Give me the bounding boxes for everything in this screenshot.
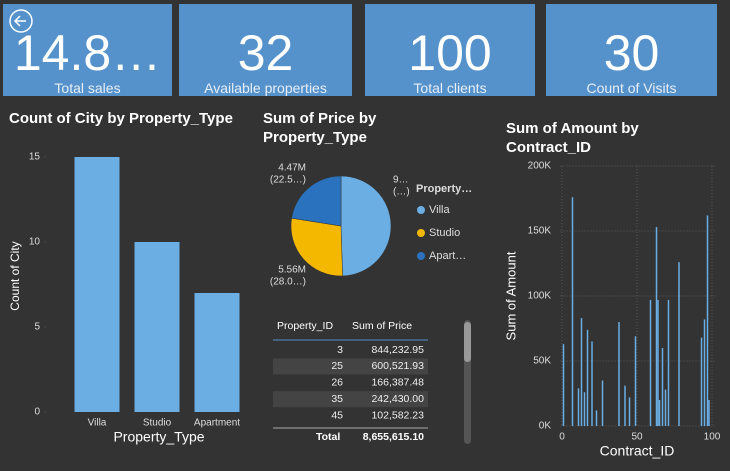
y-tick-label: 15 (29, 152, 41, 163)
legend-label: Villa (429, 204, 450, 216)
bar (634, 336, 637, 426)
x-tick-label: 100 (704, 432, 721, 443)
table-header: Sum of Price (352, 320, 412, 332)
bar (591, 341, 593, 426)
kpi-label: Total clients (413, 80, 487, 96)
table-cell: 25 (331, 360, 343, 372)
kpi-card: 32 Available properties (179, 4, 352, 96)
bar (577, 388, 580, 426)
table-header: Property_ID (277, 320, 333, 332)
back-arrow[interactable] (13, 15, 26, 27)
table-cell: 35 (331, 393, 343, 405)
kpi-label: Available properties (204, 80, 327, 96)
legend-label: Studio (429, 227, 460, 239)
table-cell: 242,430.00 (371, 393, 424, 405)
y-tick-label: 0K (539, 421, 552, 432)
y-tick-label: 5 (34, 322, 40, 333)
value-label: 4.47M (278, 163, 306, 174)
bar (628, 397, 631, 426)
kpi-label: Total sales (54, 80, 121, 96)
table-cell: 166,387.48 (371, 377, 424, 389)
table-cell: 102,582.23 (371, 409, 424, 421)
bar (678, 262, 680, 426)
bar (655, 227, 658, 426)
legend-label: Apart… (429, 250, 466, 262)
x-axis-label: Contract_ID (600, 443, 675, 459)
bar (657, 299, 659, 426)
y-tick-label: 10 (29, 237, 41, 248)
x-tick-label: 0 (559, 432, 565, 443)
percent-label: (…) (393, 187, 410, 198)
bar (580, 318, 583, 426)
y-axis-label: Sum of Amount (503, 251, 518, 340)
x-tick-label: 50 (631, 432, 643, 443)
bar (618, 322, 620, 426)
bar (649, 299, 652, 426)
y-tick-label: 200K (528, 161, 552, 172)
chart-title: Count of City by Property_Type (9, 110, 233, 127)
x-tick-label: Studio (143, 418, 172, 429)
y-tick-label: 100K (528, 291, 552, 302)
bar (661, 348, 664, 426)
table-row-bg (273, 358, 428, 375)
pie-slice (290, 217, 343, 277)
value-label: 5.56M (278, 265, 306, 276)
pie-slice (291, 175, 342, 227)
back-button[interactable] (9, 9, 33, 33)
table-cell: 600,521.93 (371, 360, 424, 372)
table-total: 8,655,615.10 (363, 431, 424, 443)
table-cell: 844,232.95 (371, 344, 424, 356)
bar (658, 400, 661, 426)
kpi-card: 14.8… Total sales (3, 4, 172, 96)
bar (571, 197, 574, 426)
bar (706, 215, 709, 426)
kpi-value: 14.8… (13, 25, 162, 81)
legend-swatch (417, 206, 425, 214)
table-cell: 26 (331, 377, 343, 389)
legend-title: Property… (416, 183, 472, 195)
bar (708, 400, 710, 426)
percent-label: (22.5…) (270, 175, 306, 186)
bar (700, 337, 703, 426)
bar (664, 389, 667, 426)
bar (74, 157, 120, 412)
bar (134, 242, 180, 412)
table-row-bg (273, 391, 428, 408)
y-tick-label: 0 (34, 407, 40, 418)
bar (601, 380, 604, 426)
table-cell: 45 (331, 409, 343, 421)
bar (703, 319, 706, 426)
x-tick-label: Apartment (194, 418, 240, 429)
bar (595, 410, 598, 426)
kpi-value: 100 (408, 25, 492, 81)
bar (562, 344, 565, 426)
x-tick-label: Villa (88, 418, 107, 429)
bar (583, 392, 586, 426)
kpi-value: 30 (603, 25, 660, 81)
x-axis-label: Property_Type (113, 429, 204, 445)
legend-swatch (417, 229, 425, 237)
scroll-thumb[interactable] (464, 322, 471, 362)
y-tick-label: 150K (528, 226, 552, 237)
kpi-label: Count of Visits (586, 80, 677, 96)
y-axis-label: Count of City (8, 241, 22, 310)
table-total: Total (316, 431, 340, 443)
bar (194, 293, 240, 412)
percent-label: (28.0…) (270, 277, 306, 288)
table-cell: 3 (337, 344, 343, 356)
bar (586, 329, 589, 426)
chart-title: Sum of Price by Property_Type (263, 110, 377, 146)
chart-title: Sum of Amount by Contract_ID (506, 120, 639, 156)
kpi-value: 32 (237, 25, 294, 81)
kpi-card: 30 Count of Visits (546, 4, 717, 96)
kpi-card: 100 Total clients (365, 4, 535, 96)
y-tick-label: 50K (533, 356, 551, 367)
value-label: 9… (393, 175, 409, 186)
bar (624, 385, 626, 426)
pie-slice (340, 175, 392, 277)
legend-swatch (417, 252, 425, 260)
bar (667, 299, 670, 426)
